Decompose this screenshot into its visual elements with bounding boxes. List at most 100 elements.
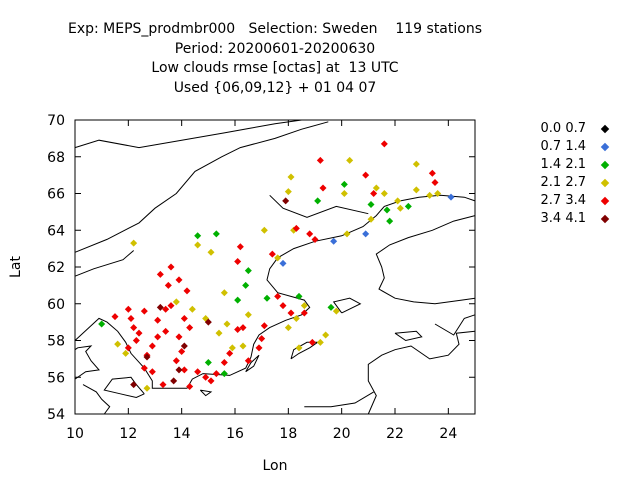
data-point (308, 338, 316, 346)
data-point (180, 342, 188, 350)
data-point (274, 292, 282, 300)
data-point (162, 327, 170, 335)
data-point (148, 342, 156, 350)
x-axis-label: Lon (263, 458, 288, 474)
coastline-segment (74, 121, 329, 253)
data-point (383, 206, 391, 214)
data-point (124, 344, 132, 352)
data-point (255, 344, 263, 352)
coastline-segment (367, 330, 476, 415)
data-point (292, 314, 300, 322)
data-point (154, 333, 162, 341)
data-point (194, 241, 202, 249)
data-point (239, 324, 247, 332)
data-point (154, 316, 162, 324)
data-point (127, 314, 135, 322)
data-point (140, 307, 148, 315)
data-point (220, 370, 228, 378)
data-point (175, 333, 183, 341)
data-point (234, 257, 242, 265)
data-point (194, 232, 202, 240)
data-point (207, 248, 215, 256)
data-point (287, 309, 295, 317)
data-point (122, 349, 130, 357)
data-point (162, 305, 170, 313)
data-point (132, 337, 140, 344)
data-point (156, 303, 164, 311)
data-point (380, 190, 388, 197)
coastline-segment (103, 376, 145, 399)
data-point (239, 342, 247, 350)
data-point (372, 184, 380, 192)
legend-marker (600, 178, 610, 188)
data-point (215, 329, 223, 337)
data-point (175, 276, 183, 284)
y-tick-label: 70 (47, 113, 65, 129)
data-point (287, 173, 295, 181)
data-point (202, 373, 210, 381)
data-point (330, 237, 338, 245)
data-point (370, 190, 378, 197)
chart-title: Low clouds rmse [octas] at 13 UTC (151, 60, 399, 76)
data-point (367, 201, 375, 209)
coastline-segment (74, 119, 302, 149)
data-point (327, 303, 335, 311)
data-point (178, 348, 186, 356)
coastline-segment (245, 354, 260, 373)
data-point (295, 292, 303, 300)
data-point (220, 359, 228, 367)
data-point (396, 204, 404, 212)
data-point (279, 302, 287, 310)
y-tick-label: 66 (47, 187, 65, 203)
coastline-segment (434, 314, 476, 336)
coastline-segment (394, 330, 423, 342)
data-point (295, 344, 303, 352)
data-point (212, 230, 220, 238)
x-tick-label: 12 (119, 426, 137, 442)
axes: 10 12 14 16 18 20 22 24 54 56 58 60 62 64 66 68 70 Lon Lat (8, 113, 475, 474)
data-point (135, 329, 143, 337)
data-point (284, 324, 292, 332)
data-point (156, 270, 164, 278)
coastline-segment (82, 384, 111, 415)
data-point (164, 281, 172, 289)
data-point (332, 307, 340, 315)
data-point (220, 289, 228, 297)
data-point (167, 263, 175, 271)
data-point (292, 224, 300, 232)
data-point (300, 309, 308, 317)
data-point (306, 230, 314, 238)
header-experiment-line: Exp: MEPS_prodmbr000 Selection: Sweden 1… (67, 21, 483, 37)
data-point (263, 294, 271, 302)
y-tick-label: 56 (47, 370, 65, 386)
data-point (234, 296, 242, 304)
legend-label: 1.4 2.1 (540, 157, 586, 172)
legend-label: 2.1 2.7 (540, 175, 586, 190)
data-point (98, 320, 106, 328)
coastline-segment (304, 391, 374, 408)
data-point (183, 287, 191, 295)
data-point (367, 215, 375, 223)
data-point (175, 366, 183, 374)
data-point (180, 314, 188, 322)
y-tick-label: 54 (47, 407, 65, 423)
data-point (319, 184, 327, 192)
legend-marker (600, 196, 610, 206)
x-tick-label: 10 (66, 426, 84, 442)
y-tick-label: 62 (47, 260, 65, 276)
data-point (244, 311, 252, 319)
y-tick-label: 64 (47, 223, 65, 239)
data-point (394, 197, 402, 205)
data-point (186, 324, 194, 332)
data-point (143, 353, 151, 361)
data-point (426, 191, 434, 199)
data-point (242, 281, 250, 289)
data-point (284, 188, 292, 196)
coastline-segment (290, 341, 320, 360)
data-point (380, 140, 388, 148)
data-point (207, 377, 215, 385)
data-point (386, 217, 394, 225)
x-tick-label: 18 (279, 426, 297, 442)
legend-marker (600, 214, 610, 224)
